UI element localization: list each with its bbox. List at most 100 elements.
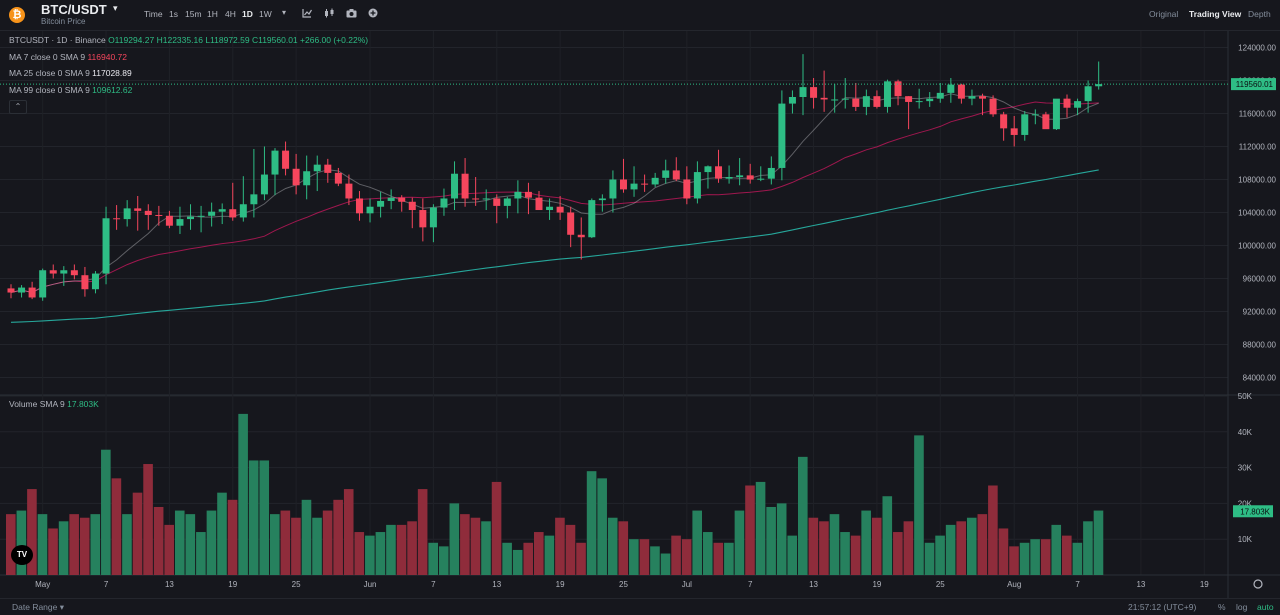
indicators-icon[interactable]: [302, 8, 313, 21]
volume-bar: [206, 510, 217, 575]
volume-bar: [755, 481, 766, 575]
volume-bar: [565, 524, 576, 575]
time-tick-label: 13: [1136, 580, 1145, 589]
tab-1w[interactable]: 1W: [259, 9, 272, 19]
tradingview-logo-icon[interactable]: TV: [11, 545, 33, 565]
volume-bar: [312, 517, 322, 575]
ma25-legend[interactable]: MA 25 close 0 SMA 9 117028.89: [9, 68, 132, 78]
time-tick-label: Jun: [364, 580, 377, 589]
last-price-label: 119560.01: [1236, 80, 1274, 89]
time-tick-label: 7: [104, 580, 109, 589]
chevron-down-icon[interactable]: ▾: [113, 3, 118, 13]
volume-bar: [438, 546, 449, 575]
volume-bar: [417, 489, 428, 575]
top-toolbar: ₿ BTC/USDT ▾ Bitcoin Price Time 1s 15m 1…: [0, 0, 1280, 31]
volume-bar: [935, 535, 945, 575]
candle-body: [155, 214, 163, 216]
candle-body: [271, 150, 279, 175]
clock-label: 21:57:12 (UTC+9): [1128, 602, 1197, 612]
candle-body: [588, 200, 596, 238]
volume-bar: [343, 489, 354, 575]
volume-bar: [481, 521, 491, 575]
price-tick-label: 84000.00: [1243, 374, 1277, 383]
collapse-legend-button[interactable]: ⌃: [9, 100, 27, 114]
candle-body: [704, 166, 712, 173]
volume-bar: [333, 499, 343, 575]
candle-body: [503, 198, 511, 206]
volume-bar: [629, 539, 639, 575]
auto-toggle[interactable]: auto: [1257, 602, 1274, 612]
volume-bar: [6, 514, 16, 575]
candle-body: [451, 173, 459, 199]
volume-bar: [745, 485, 755, 575]
candle-body: [736, 175, 744, 178]
tab-time[interactable]: Time: [144, 9, 163, 19]
open-value: O119294.27: [108, 35, 155, 45]
more-timeframes-icon[interactable]: ▾: [282, 8, 287, 17]
candle-body: [1021, 114, 1029, 135]
volume-bar: [998, 528, 1009, 575]
camera-icon[interactable]: [346, 8, 357, 21]
candle-body: [81, 275, 89, 290]
date-range-button[interactable]: Date Range ▾: [12, 602, 64, 612]
tab-depth[interactable]: Depth: [1248, 9, 1271, 19]
volume-bar: [143, 464, 153, 575]
volume-bar: [776, 503, 787, 575]
volume-bar: [79, 517, 90, 575]
candles: [7, 54, 1103, 301]
tab-15m[interactable]: 15m: [185, 9, 202, 19]
candle-body: [957, 84, 965, 99]
volume-bar: [174, 510, 185, 575]
candle-body: [1063, 98, 1071, 108]
candle-body: [651, 177, 659, 185]
volume-tick-label: 50K: [1238, 392, 1253, 401]
log-toggle[interactable]: log: [1236, 602, 1248, 612]
volume-bar: [396, 524, 407, 575]
ohlc-legend: BTCUSDT · 1D · Binance O119294.27 H12233…: [9, 35, 368, 45]
ma7-line: [10, 93, 1099, 294]
candle-body: [355, 198, 363, 214]
candle-body: [123, 208, 131, 220]
add-icon[interactable]: [368, 8, 378, 21]
chart-axes: 84000.00 88000.00 92000.00 96000.00 100000.0…: [0, 44, 1277, 589]
volume-value: 17.803K: [67, 399, 99, 409]
volume-bar: [840, 532, 850, 575]
candle-body: [366, 206, 374, 214]
volume-bar: [914, 435, 924, 575]
volume-bar: [354, 532, 365, 575]
candle-body: [102, 218, 110, 274]
tab-1d[interactable]: 1D: [242, 9, 253, 19]
price-tick-label: 124000.00: [1238, 44, 1276, 53]
tab-1h[interactable]: 1H: [207, 9, 218, 19]
bottom-bar: Date Range ▾ 21:57:12 (UTC+9) % log auto: [0, 598, 1280, 615]
ma99-line: [10, 169, 1099, 323]
volume-bar: [819, 521, 829, 575]
ma99-legend[interactable]: MA 99 close 0 SMA 9 109612.62: [9, 85, 132, 95]
candle-body: [18, 287, 26, 293]
candle-body: [7, 288, 15, 293]
asset-subtitle: Bitcoin Price: [41, 17, 86, 26]
volume-legend[interactable]: Volume SMA 9 17.803K: [9, 399, 99, 409]
settings-icon: [1253, 579, 1263, 589]
tab-original[interactable]: Original: [1149, 9, 1179, 19]
tab-1s[interactable]: 1s: [169, 9, 178, 19]
tab-4h[interactable]: 4H: [225, 9, 236, 19]
candle-body: [134, 208, 142, 211]
volume-bar: [597, 478, 607, 575]
time-tick-label: 13: [492, 580, 501, 589]
tab-trading-view[interactable]: Trading View: [1189, 9, 1242, 19]
ma7-label: MA 7 close 0 SMA 9: [9, 52, 86, 62]
percent-toggle[interactable]: %: [1218, 602, 1226, 612]
candle-body: [989, 98, 997, 115]
moving-average-lines: [10, 93, 1099, 323]
volume-bar: [787, 535, 798, 575]
ma7-legend[interactable]: MA 7 close 0 SMA 9 116940.72: [9, 52, 127, 62]
pair-selector[interactable]: BTC/USDT: [41, 2, 107, 17]
volume-bar: [1072, 542, 1083, 575]
volume-bar: [301, 499, 312, 575]
volume-bar: [713, 542, 724, 575]
volume-bar: [58, 521, 69, 575]
price-chart[interactable]: 84000.00 88000.00 92000.00 96000.00 100000.0…: [0, 31, 1280, 598]
time-tick-label: 19: [872, 580, 881, 589]
chart-type-icon[interactable]: [324, 8, 335, 21]
